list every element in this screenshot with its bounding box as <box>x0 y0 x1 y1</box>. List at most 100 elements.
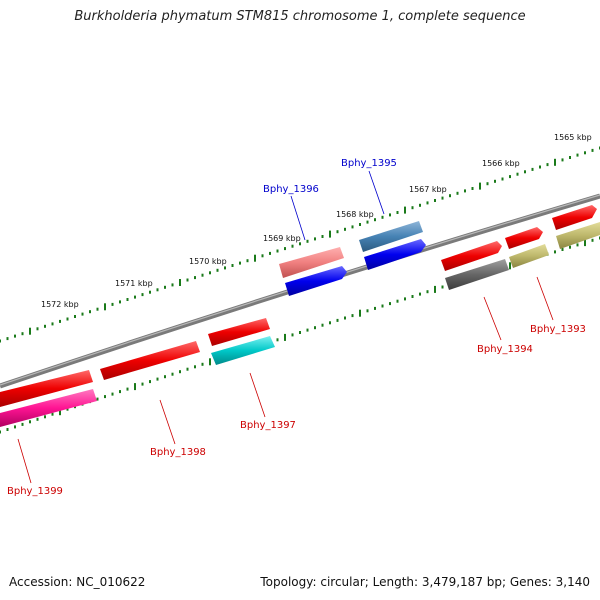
scale-tick-minor <box>179 370 181 374</box>
gene-bphy-1393-b[interactable] <box>556 222 600 249</box>
scale-tick-major <box>179 279 181 286</box>
gene-bphy-1395-inner[interactable] <box>364 239 426 270</box>
scale-tick-minor <box>119 300 121 304</box>
scale-tick-minor <box>14 425 16 429</box>
gene-bphy-1394-upper[interactable] <box>441 241 502 271</box>
scale-tick-minor <box>524 170 526 174</box>
scale-tick-minor <box>96 397 99 401</box>
scale-tick-minor <box>389 302 391 306</box>
scale-tick-minor <box>569 245 571 249</box>
scale-tick-minor <box>449 194 451 198</box>
leader-line-bphy-1396 <box>290 195 306 241</box>
scale-tick-minor <box>411 206 414 210</box>
gene-bphy-1396[interactable] <box>279 247 344 278</box>
gene-bphy-1395[interactable] <box>359 221 423 252</box>
scale-tick-minor <box>239 261 241 265</box>
scale-tick-minor <box>141 293 144 297</box>
scale-label-1568: 1568 kbp <box>336 210 374 219</box>
scale-tick-minor <box>96 307 99 311</box>
page-title: Burkholderia phymatum STM815 chromosome … <box>74 9 526 24</box>
scale-tick-minor <box>336 318 339 322</box>
scale-tick-minor <box>516 172 519 176</box>
scale-tick-minor <box>494 179 496 183</box>
scale-tick-major <box>104 303 106 311</box>
scale-tick-minor <box>419 292 421 296</box>
scale-tick-minor <box>194 276 196 280</box>
gene-bphy-1397[interactable] <box>211 336 275 365</box>
scale-tick-minor <box>419 203 421 207</box>
scale-tick-minor <box>21 332 24 336</box>
scale-tick-minor <box>269 251 271 255</box>
scale-tick-major <box>509 262 511 270</box>
scale-tick-minor <box>591 148 594 152</box>
scale-tick-minor <box>209 271 211 275</box>
scale-tick-minor <box>149 290 151 294</box>
scale-tick-minor <box>164 375 166 379</box>
scale-tick-minor <box>0 339 1 343</box>
gene-bphy-1399-upper[interactable] <box>0 370 93 407</box>
scale-tick-major <box>29 327 31 335</box>
gene-bphy-1398[interactable] <box>100 341 200 380</box>
gene-bphy-1397-upper[interactable] <box>208 318 270 346</box>
scale-tick-minor <box>59 319 61 323</box>
scale-tick-minor <box>66 317 69 321</box>
gene-bphy-1393[interactable] <box>509 244 549 268</box>
scale-tick-minor <box>299 331 301 334</box>
gene-label-bphy-1398[interactable]: Bphy_1398 <box>150 447 206 458</box>
gene-label-bphy-1393[interactable]: Bphy_1393 <box>530 324 586 335</box>
gene-bphy-1394[interactable] <box>445 259 509 290</box>
scale-tick-minor <box>486 182 489 186</box>
scale-tick-minor <box>389 213 391 217</box>
scale-tick-minor <box>149 380 151 384</box>
scale-label-1572: 1572 kbp <box>41 300 79 309</box>
scale-tick-minor <box>351 225 354 229</box>
scale-tick-minor <box>329 321 331 325</box>
scale-tick-minor <box>66 407 69 411</box>
scale-tick-minor <box>81 312 84 316</box>
scale-tick-minor <box>591 238 594 242</box>
gene-label-bphy-1395[interactable]: Bphy_1395 <box>341 158 397 169</box>
scale-tick-minor <box>441 196 444 200</box>
scale-tick-minor <box>561 248 564 251</box>
scale-tick-minor <box>29 420 31 424</box>
scale-tick-minor <box>366 220 369 224</box>
scale-tick-minor <box>261 254 264 258</box>
scale-tick-minor <box>426 290 429 294</box>
scale-tick-minor <box>194 365 196 369</box>
scale-tick-minor <box>381 304 384 308</box>
gene-label-bphy-1394[interactable]: Bphy_1394 <box>477 344 533 355</box>
scale-tick-minor <box>51 412 54 416</box>
gene-label-bphy-1399[interactable]: Bphy_1399 <box>7 486 63 497</box>
scale-tick-major <box>59 408 61 416</box>
scale-tick-minor <box>134 295 136 299</box>
scale-tick-minor <box>351 314 354 318</box>
scale-tick-minor <box>156 288 159 292</box>
scale-tick-minor <box>321 235 324 238</box>
scale-tick-minor <box>119 390 121 394</box>
gene-bphy-1393-a[interactable] <box>552 205 597 230</box>
gene-bphy-1396-inner[interactable] <box>285 266 347 296</box>
scale-label-1567: 1567 kbp <box>409 185 447 194</box>
gene-unnamed-1392[interactable] <box>505 227 543 249</box>
gene-label-bphy-1397[interactable]: Bphy_1397 <box>240 420 296 431</box>
scale-tick-minor <box>201 273 204 277</box>
gene-label-bphy-1396[interactable]: Bphy_1396 <box>263 184 319 195</box>
gene-bphy-1399[interactable] <box>0 389 97 427</box>
scale-tick-major <box>479 182 481 190</box>
scale-tick-minor <box>531 167 534 171</box>
scale-tick-minor <box>344 316 346 320</box>
scale-tick-minor <box>44 415 46 419</box>
scale-tick-minor <box>426 201 429 205</box>
scale-label-1565: 1565 kbp <box>554 133 592 142</box>
scale-tick-minor <box>434 199 436 202</box>
scale-tick-minor <box>584 151 586 155</box>
scale-tick-minor <box>314 237 316 241</box>
scale-tick-minor <box>6 428 9 431</box>
scale-label-1571: 1571 kbp <box>115 279 153 288</box>
scale-tick-minor <box>561 158 564 162</box>
scale-tick-major <box>554 158 556 166</box>
leader-line-bphy-1393 <box>536 276 554 321</box>
scale-tick-minor <box>411 295 414 298</box>
